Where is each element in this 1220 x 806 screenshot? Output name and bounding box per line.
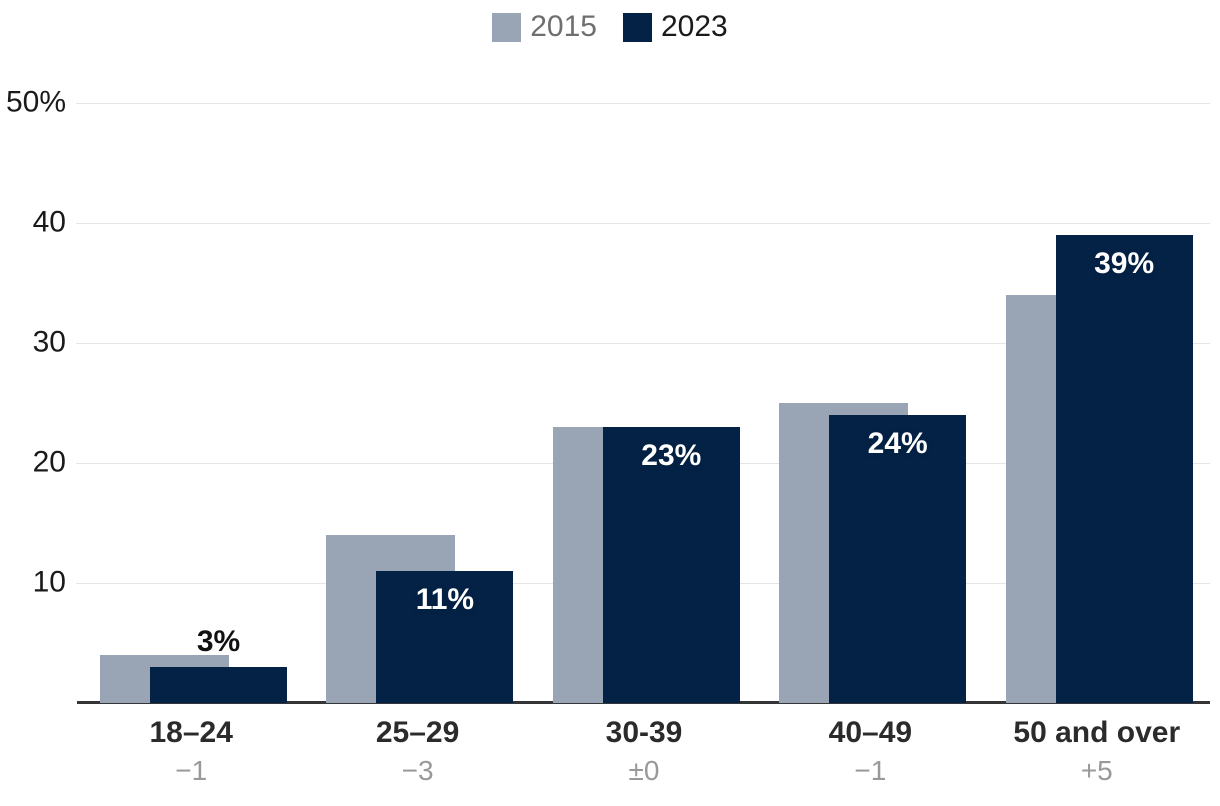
change-label-2: ±0 [628, 755, 660, 786]
bar-2023-0 [150, 667, 287, 703]
bar-value-label-4: 39% [1094, 247, 1155, 280]
category-label-0: 18–24 [149, 716, 233, 749]
y-tick-50: 50% [5, 85, 66, 119]
legend-label-2023: 2023 [661, 10, 728, 43]
gridline-40 [76, 223, 1210, 224]
bar-value-label-1: 11% [415, 583, 475, 616]
y-tick-20: 20 [32, 445, 66, 479]
gridline-30 [76, 343, 1210, 344]
bar-value-label-3: 24% [867, 427, 928, 460]
legend-swatch-2023 [623, 12, 652, 42]
y-tick-40: 40 [32, 205, 66, 239]
legend: 2015 2023 [0, 12, 1220, 42]
change-label-1: −3 [401, 755, 434, 786]
change-label-4: +5 [1080, 755, 1113, 786]
bar-2023-2 [602, 427, 740, 703]
bar-2023-3 [829, 415, 967, 703]
y-tick-10: 10 [32, 565, 66, 599]
legend-label-2015: 2015 [530, 10, 597, 43]
gridline-50 [76, 103, 1210, 104]
y-tick-30: 30 [32, 325, 66, 359]
legend-item-2023: 2023 [623, 12, 728, 42]
legend-swatch-2015 [492, 12, 522, 42]
category-label-3: 40–49 [828, 716, 913, 749]
bar-2023-1 [376, 571, 514, 703]
bar-2023-4 [1055, 235, 1193, 703]
category-label-4: 50 and over [1013, 716, 1181, 749]
category-label-1: 25–29 [375, 716, 460, 749]
category-label-2: 30-39 [605, 716, 683, 749]
change-label-0: −1 [175, 755, 208, 786]
bar-value-label-0: 3% [196, 625, 241, 658]
legend-item-2015: 2015 [492, 12, 597, 42]
change-label-3: −1 [854, 755, 887, 786]
bar-value-label-2: 23% [641, 439, 702, 472]
